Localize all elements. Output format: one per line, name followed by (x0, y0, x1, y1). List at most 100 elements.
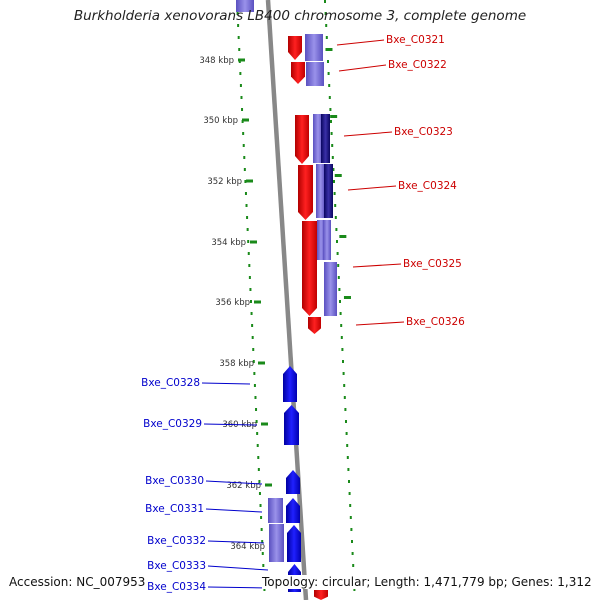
tick-mark (238, 58, 245, 62)
tick-dot (340, 336, 343, 339)
gene-label-leader (207, 565, 269, 571)
tick-mark (242, 118, 249, 122)
tick-dot (252, 360, 255, 363)
homolog-block (323, 220, 331, 260)
homolog-block (236, 0, 254, 12)
gene-label-leader (203, 423, 258, 426)
gene-label-leader (355, 321, 405, 326)
tick-label: 364 kbp (230, 542, 265, 552)
tick-dot (328, 84, 331, 87)
tick-dot (332, 168, 335, 171)
tick-dot (257, 468, 260, 471)
homolog-block (324, 262, 337, 316)
tick-dot (238, 48, 241, 51)
tick-dot (251, 336, 254, 339)
homolog-block (268, 498, 283, 523)
reverse-gene-arrow (284, 405, 299, 445)
gene-label-leader (347, 185, 397, 191)
tick-dot (239, 72, 242, 75)
tick-dot (261, 552, 264, 555)
tick-dot (260, 528, 263, 531)
gene-label: Bxe_C0325 (403, 258, 462, 270)
tick-dot (350, 528, 353, 531)
gene-label: Bxe_C0332 (147, 535, 206, 547)
tick-label: 352 kbp (207, 177, 242, 187)
tick-dot (334, 204, 337, 207)
tick-dot (345, 432, 348, 435)
tick-dot (343, 384, 346, 387)
tick-dot (256, 444, 259, 447)
homolog-block (306, 62, 324, 86)
forward-gene-arrow (288, 36, 302, 60)
tick-dot (246, 228, 249, 231)
tick-dot (248, 276, 251, 279)
tick-mark (325, 48, 333, 51)
tick-dot (330, 120, 332, 123)
tick-dot (242, 132, 245, 135)
topology-text: Topology: circular; Length: 1,471,779 bp… (262, 575, 592, 589)
gene-label-leader (336, 39, 385, 46)
tick-mark (339, 235, 347, 238)
tick-label: 362 kbp (226, 481, 261, 491)
tick-dot (244, 192, 247, 195)
tick-dot (252, 348, 255, 351)
tick-dot (247, 252, 250, 255)
chromosome-backbone (265, 0, 309, 600)
tick-dot (351, 540, 353, 543)
tick-dot (251, 324, 254, 327)
forward-gene-arrow (314, 590, 328, 600)
tick-dot (331, 144, 334, 147)
reverse-gene-arrow (286, 498, 300, 523)
tick-dot (248, 264, 251, 267)
tick-dot (324, 0, 326, 3)
tick-dot (344, 408, 347, 411)
tick-dot (352, 564, 355, 567)
tick-dot (255, 408, 258, 411)
tick-dot (329, 108, 332, 111)
tick-dot (250, 312, 253, 315)
tick-mark (261, 422, 268, 426)
tick-dot (346, 456, 349, 459)
tick-dot (328, 96, 331, 99)
gene-label-leader (338, 64, 387, 72)
homolog-block (324, 164, 333, 218)
homolog-block (321, 114, 330, 163)
tick-dot (335, 228, 338, 231)
gene-label: Bxe_C0333 (147, 560, 206, 572)
tick-dot (330, 132, 333, 135)
tick-dot (342, 360, 344, 363)
tick-dot (348, 492, 351, 495)
tick-mark (250, 240, 257, 244)
tick-dot (333, 180, 335, 183)
gene-label: Bxe_C0331 (145, 503, 204, 515)
gene-label: Bxe_C0329 (143, 418, 202, 430)
tick-dot (324, 12, 327, 15)
tick-dot (236, 12, 239, 15)
reverse-gene-arrow (286, 470, 300, 494)
tick-dot (240, 96, 243, 99)
tick-dot (345, 420, 347, 423)
tick-dot (336, 240, 338, 243)
gene-label: Bxe_C0334 (147, 581, 206, 593)
tick-dot (325, 24, 328, 27)
tick-dot (258, 492, 261, 495)
gene-label: Bxe_C0330 (145, 475, 204, 487)
tick-dot (349, 504, 352, 507)
backbone-line (265, 0, 309, 600)
tick-dot (340, 324, 343, 327)
forward-gene-arrow (302, 221, 317, 316)
tick-dot (262, 564, 265, 567)
tick-dot (346, 444, 349, 447)
gene-label-leader (207, 540, 265, 544)
tick-dot (327, 60, 329, 63)
tick-dot (247, 240, 250, 243)
gene-label: Bxe_C0326 (406, 316, 465, 328)
forward-gene-arrow (291, 62, 305, 84)
tick-dot (348, 480, 350, 483)
tick-label: 356 kbp (215, 298, 250, 308)
tick-dot (241, 108, 244, 111)
tick-dot (331, 156, 334, 159)
gene-shapes (236, 0, 337, 600)
tick-dot (253, 384, 256, 387)
accession-text: Accession: NC_007953 (9, 575, 149, 589)
